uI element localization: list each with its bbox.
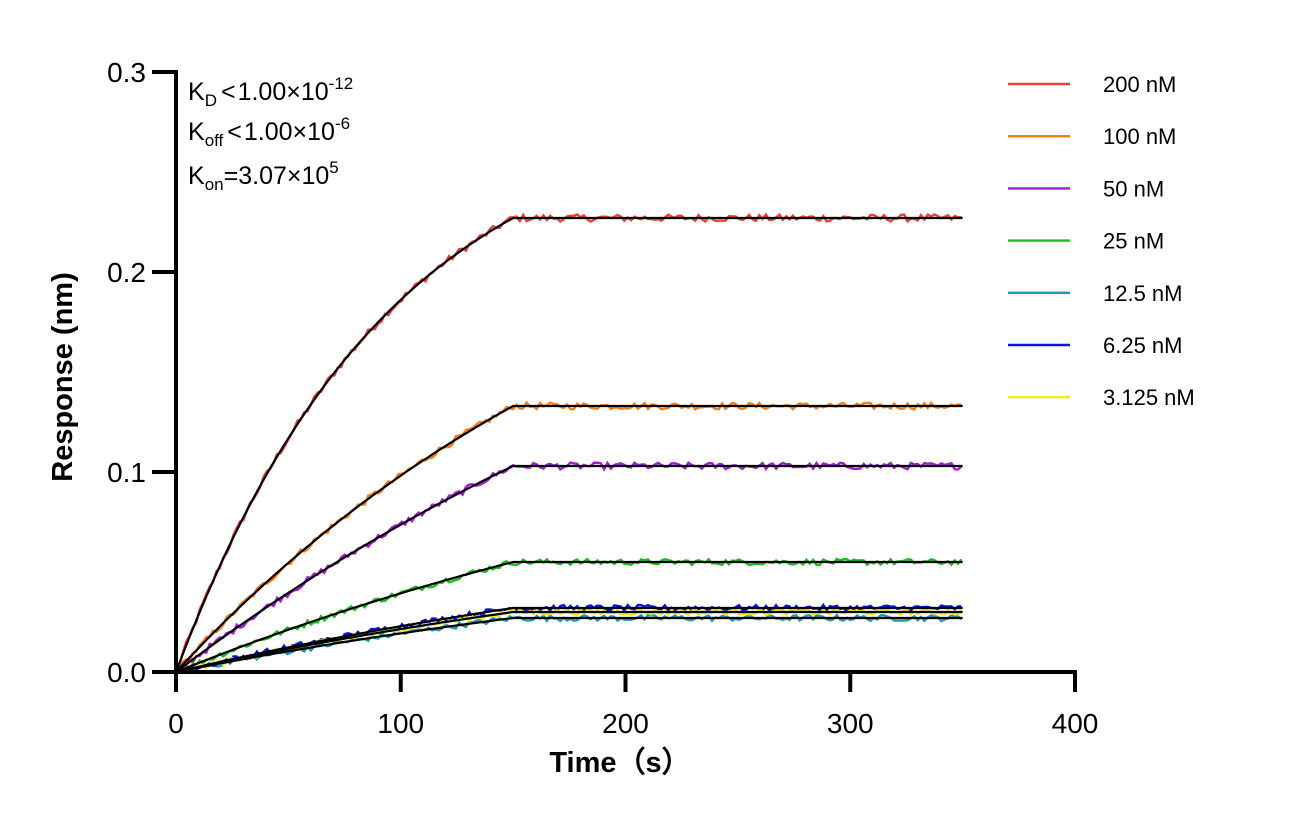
fit-curve-200-nm (174, 216, 963, 673)
plot-area (174, 212, 963, 674)
kon-annotation: Kon=3.07×105 (188, 158, 339, 194)
x-tick-label-100: 100 (377, 708, 424, 739)
y-axis-title: Response (nm) (47, 272, 79, 481)
fit-curve-100-nm (175, 404, 963, 673)
koff-annotation: Koff <1.00×10-6 (188, 114, 350, 150)
x-tick-label-400: 400 (1052, 708, 1099, 739)
y-tick-label-0.3: 0.3 (107, 57, 146, 88)
x-axis-title: Time（s） (549, 746, 690, 779)
series-trace-200-nm (174, 212, 962, 672)
fit-curve-6-25-nm (175, 606, 963, 674)
axes: 0 100 200 300 400 0.0 0.1 0.2 0.3 (107, 57, 1098, 739)
series-trace-25-nm (176, 557, 963, 674)
series-trace-50-nm (175, 460, 963, 672)
legend-label-3-125-nm: 3.125 nM (1103, 385, 1195, 410)
fit-curve-3-125-nm (175, 610, 963, 674)
series-trace-6-25-nm (176, 602, 962, 674)
x-tick-label-200: 200 (602, 708, 649, 739)
x-tick-label-0: 0 (168, 708, 184, 739)
series-trace-12-5-nm (175, 613, 963, 674)
fit-curve-12-5-nm (175, 616, 963, 674)
fit-curve-50-nm (175, 464, 963, 673)
legend-label-200-nm: 200 nM (1103, 72, 1176, 97)
series-trace-100-nm (175, 400, 962, 673)
fit-curves (174, 216, 963, 674)
fit-curve-25-nm (175, 560, 963, 674)
y-tick-label-0.2: 0.2 (107, 257, 146, 288)
legend-label-100-nm: 100 nM (1103, 124, 1176, 149)
legend-label-25-nm: 25 nM (1103, 229, 1164, 254)
kinetic-constants: KD <1.00×10-12 Koff <1.00×10-6 Kon=3.07×10… (188, 74, 353, 194)
legend-label-50-nm: 50 nM (1103, 176, 1164, 201)
kd-annotation: KD <1.00×10-12 (188, 74, 353, 110)
x-tick-label-300: 300 (827, 708, 874, 739)
legend-label-6-25-nm: 6.25 nM (1103, 333, 1183, 358)
legend-label-12-5-nm: 12.5 nM (1103, 281, 1183, 306)
legend: 200 nM 100 nM 50 nM 25 nM 12.5 nM 6.25 nM 3.12… (1008, 72, 1195, 410)
y-tick-label-0.0: 0.0 (107, 657, 146, 688)
y-tick-label-0.1: 0.1 (107, 457, 146, 488)
